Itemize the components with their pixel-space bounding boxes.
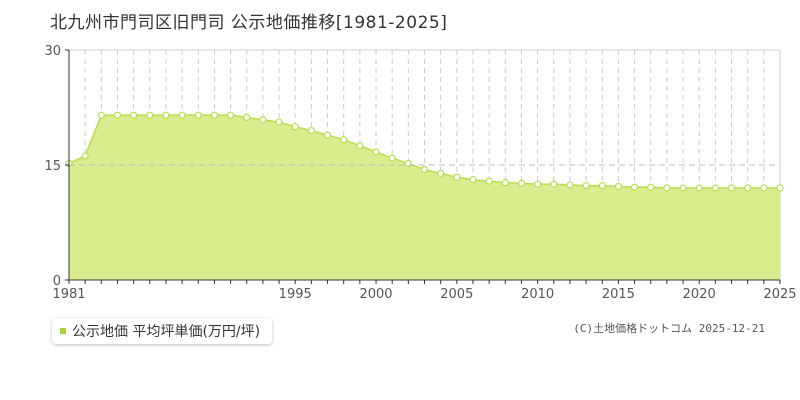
- data-point-2023: [744, 184, 752, 192]
- data-point-1988: [178, 111, 186, 119]
- data-point-2018: [663, 184, 671, 192]
- data-point-2004: [437, 169, 445, 178]
- data-point-2025: [776, 184, 784, 192]
- legend-label: 公示地価 平均坪単価(万円/坪): [72, 324, 261, 340]
- x-tick-label: 1981: [52, 287, 85, 302]
- data-point-2009: [517, 179, 526, 187]
- y-tick-label: 15: [44, 159, 61, 174]
- x-tick-label: 2025: [763, 287, 796, 302]
- x-tick-label: 2000: [359, 287, 392, 302]
- data-point-1995: [291, 123, 299, 131]
- data-point-2013: [582, 182, 590, 190]
- data-point-2001: [388, 154, 396, 162]
- data-points: [65, 111, 784, 192]
- data-point-1993: [259, 116, 267, 124]
- x-tick-label: 2020: [683, 287, 716, 302]
- data-point-1982: [81, 152, 89, 160]
- data-point-1994: [275, 118, 283, 126]
- data-point-2017: [647, 183, 655, 191]
- data-point-2020: [695, 184, 703, 192]
- data-point-2014: [598, 182, 606, 190]
- x-tick-label: 2015: [602, 287, 635, 302]
- data-point-1984: [113, 111, 122, 119]
- data-point-1991: [226, 111, 235, 119]
- data-point-1983: [97, 111, 105, 119]
- page-title: 北九州市門司区旧門司 公示地価推移[1981-2025]: [50, 13, 448, 33]
- data-point-1990: [210, 111, 219, 119]
- data-point-2015: [614, 182, 623, 191]
- data-point-1989: [194, 111, 202, 119]
- data-point-1996: [307, 126, 315, 135]
- legend-swatch: [60, 328, 66, 334]
- data-point-2016: [630, 183, 639, 191]
- data-point-2011: [550, 180, 558, 188]
- data-point-1987: [162, 111, 170, 119]
- data-point-2021: [711, 184, 719, 192]
- copyright-text: (C)土地価格ドットコム 2025-12-21: [573, 322, 765, 335]
- tick-labels: 0 15 30 1981 1995 2000 2005 2010 2015 2020 2025: [44, 44, 796, 302]
- x-tick-label: 2005: [440, 287, 473, 302]
- x-tick-label: 2010: [521, 287, 554, 302]
- data-point-2008: [501, 179, 509, 187]
- y-tick-label: 30: [44, 44, 61, 59]
- data-point-2006: [469, 175, 477, 184]
- data-point-2002: [404, 159, 412, 168]
- data-point-1999: [356, 142, 364, 150]
- data-point-1998: [340, 136, 348, 144]
- data-point-1985: [130, 111, 138, 119]
- data-point-1997: [323, 131, 332, 139]
- data-point-2003: [420, 166, 429, 174]
- data-point-2000: [372, 148, 380, 156]
- data-point-2024: [760, 184, 768, 192]
- data-point-1992: [243, 113, 251, 122]
- data-point-2005: [453, 173, 461, 181]
- data-point-1986: [146, 111, 154, 119]
- legend: 公示地価 平均坪単価(万円/坪): [52, 318, 273, 344]
- data-point-2010: [534, 180, 542, 188]
- data-point-2012: [566, 181, 574, 189]
- y-tick-label: 0: [53, 274, 61, 289]
- data-point-2022: [727, 184, 736, 192]
- data-point-2019: [679, 184, 687, 192]
- series-area: [69, 115, 780, 280]
- data-point-2007: [485, 177, 493, 185]
- x-tick-label: 1995: [279, 287, 312, 302]
